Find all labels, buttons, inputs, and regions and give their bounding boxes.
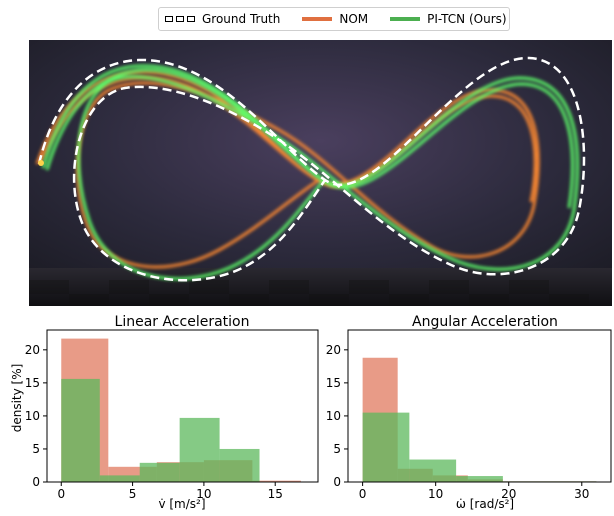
legend-item-ground-truth: Ground Truth	[165, 12, 280, 26]
y-axis-label: density [%]	[10, 364, 24, 433]
histogram-bar-pi-tcn-ours--2	[456, 476, 503, 482]
x-tick-label: 0	[359, 487, 367, 501]
x-tick-label: 10	[196, 487, 211, 501]
y-tick-label: 0	[32, 475, 40, 489]
bars-layer	[61, 338, 301, 482]
plot-frame	[347, 329, 612, 483]
histogram-bar-pi-tcn-ours--1	[409, 459, 457, 482]
x-tick-label: 20	[501, 487, 516, 501]
y-tick-label: 15	[326, 376, 341, 390]
histogram-bar-pi-tcn-ours--1	[99, 475, 140, 482]
x-axis-label: v̇ [m/s²]	[158, 497, 205, 511]
x-tick-label: 10	[428, 487, 443, 501]
trajectory-photo	[29, 40, 612, 306]
y-tick-label: 10	[25, 409, 40, 423]
angular-acceleration-svg: Angular Acceleration ω̇ [rad/s²] 0 10 20 30…	[326, 314, 612, 511]
ticks-layer: 0 5 10 15 0 5 10 15 20	[25, 343, 283, 501]
legend-label-nom: NOM	[339, 12, 369, 26]
legend-label-ground-truth: Ground Truth	[202, 12, 281, 26]
chart-title: Angular Acceleration	[412, 314, 558, 330]
y-tick-label: 5	[333, 442, 341, 456]
x-axis-label: ω̇ [rad/s²]	[456, 497, 514, 511]
ground-truth-swatch-icon	[165, 16, 195, 22]
linear-acceleration-chart: Linear Acceleration density [%] v̇ [m/s²…	[0, 310, 322, 516]
legend-item-nom: NOM	[302, 12, 368, 26]
legend: Ground Truth NOM PI-TCN (Ours)	[158, 7, 510, 31]
y-tick-label: 10	[326, 409, 341, 423]
histogram-bar-nom-4	[252, 480, 301, 482]
x-tick-label: 15	[268, 487, 283, 501]
ticks-layer: 0 10 20 30 0 5 10 15 20	[326, 343, 590, 501]
histogram-bar-pi-tcn-ours--0	[61, 378, 100, 482]
legend-item-pi-tcn: PI-TCN (Ours)	[390, 12, 507, 26]
plot-frame	[46, 329, 319, 483]
x-tick-label: 5	[129, 487, 137, 501]
x-tick-label: 0	[57, 487, 65, 501]
chart-title: Linear Acceleration	[115, 314, 250, 330]
angular-acceleration-chart: Angular Acceleration ω̇ [rad/s²] 0 10 20 30…	[310, 310, 614, 516]
figure-eight-trajectory-icon	[29, 40, 612, 306]
y-tick-label: 15	[25, 376, 40, 390]
histogram-bar-pi-tcn-ours--4	[219, 448, 260, 482]
y-tick-label: 20	[326, 343, 341, 357]
histogram-bar-pi-tcn-ours--2	[139, 462, 180, 482]
x-tick-label: 30	[574, 487, 589, 501]
pi-tcn-line-swatch-icon	[390, 17, 421, 21]
histogram-bar-pi-tcn-ours--3	[179, 417, 220, 482]
histogram-bar-pi-tcn-ours--0	[362, 412, 410, 482]
bars-layer	[362, 357, 597, 482]
nom-line-swatch-icon	[302, 17, 333, 21]
linear-acceleration-svg: Linear Acceleration density [%] v̇ [m/s²…	[10, 314, 319, 511]
legend-label-pi-tcn: PI-TCN (Ours)	[427, 12, 507, 26]
y-tick-label: 5	[32, 442, 40, 456]
y-tick-label: 0	[333, 475, 341, 489]
y-tick-label: 20	[25, 343, 40, 357]
